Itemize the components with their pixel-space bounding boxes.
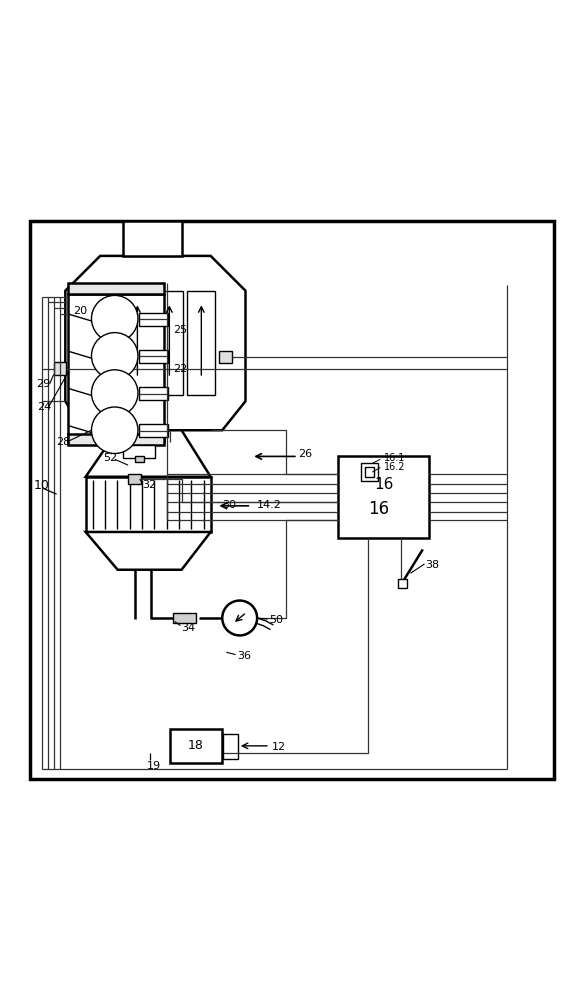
Bar xyxy=(123,291,151,395)
Bar xyxy=(54,362,67,375)
Polygon shape xyxy=(86,430,211,477)
Text: 25: 25 xyxy=(173,325,187,335)
Bar xyxy=(135,456,144,462)
Polygon shape xyxy=(86,532,211,570)
Text: 24: 24 xyxy=(37,402,51,412)
Text: 16: 16 xyxy=(374,477,393,492)
Text: 34: 34 xyxy=(182,623,196,633)
Text: 26: 26 xyxy=(298,449,312,459)
Bar xyxy=(220,351,232,363)
Bar xyxy=(123,445,155,458)
Text: 50: 50 xyxy=(269,615,283,625)
Text: 29: 29 xyxy=(36,379,50,389)
Bar xyxy=(398,579,407,588)
Bar xyxy=(139,424,168,437)
Text: 30: 30 xyxy=(223,500,237,510)
Text: 36: 36 xyxy=(237,651,251,661)
Text: 16: 16 xyxy=(369,500,390,518)
Bar xyxy=(155,291,183,395)
Bar xyxy=(92,291,119,395)
Bar xyxy=(364,467,374,477)
Circle shape xyxy=(223,601,257,635)
Text: 16.1: 16.1 xyxy=(384,453,405,463)
Bar xyxy=(139,350,168,363)
Text: 18: 18 xyxy=(188,739,204,752)
Text: 12: 12 xyxy=(272,742,286,752)
Bar xyxy=(224,734,238,759)
Text: 20: 20 xyxy=(72,306,87,316)
Bar xyxy=(173,613,196,623)
Circle shape xyxy=(92,295,138,342)
Text: 32: 32 xyxy=(142,480,157,490)
Text: 16.2: 16.2 xyxy=(384,462,405,472)
Bar xyxy=(128,474,141,484)
Bar xyxy=(123,221,182,256)
Bar xyxy=(360,463,378,481)
Bar xyxy=(339,456,429,538)
Text: 22: 22 xyxy=(173,364,187,374)
Text: 14.2: 14.2 xyxy=(257,500,282,510)
Bar xyxy=(68,283,164,294)
Circle shape xyxy=(92,333,138,379)
Bar xyxy=(68,434,164,445)
Bar xyxy=(139,387,168,400)
Circle shape xyxy=(92,370,138,416)
Text: 28: 28 xyxy=(57,437,71,447)
Bar xyxy=(187,291,215,395)
Circle shape xyxy=(92,407,138,454)
Bar xyxy=(170,729,223,763)
Text: 52: 52 xyxy=(103,453,117,463)
Text: 10: 10 xyxy=(33,479,49,492)
Text: 38: 38 xyxy=(426,560,440,570)
Polygon shape xyxy=(65,256,245,430)
Bar xyxy=(139,313,168,326)
Bar xyxy=(68,294,164,442)
Text: 19: 19 xyxy=(147,761,161,771)
Bar xyxy=(86,477,211,532)
